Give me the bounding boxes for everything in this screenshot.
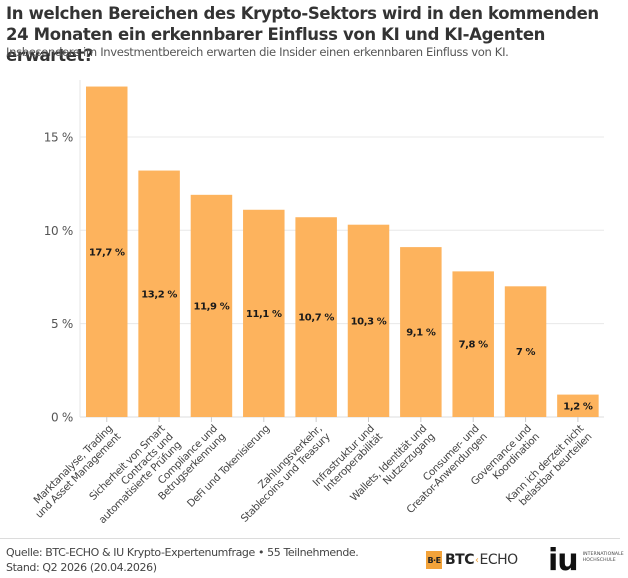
btc-arrow-icon: ‹ bbox=[475, 554, 479, 566]
y-tick-label: 5 % bbox=[51, 317, 73, 331]
y-tick-label: 15 % bbox=[44, 130, 73, 144]
bar bbox=[190, 194, 233, 417]
iu-logo-line1: INTERNATIONALE bbox=[582, 552, 624, 557]
data-label: 10,3 % bbox=[351, 316, 387, 327]
data-label: 11,9 % bbox=[194, 301, 230, 312]
echo-wordmark-thin: ECHO bbox=[479, 552, 519, 568]
y-tick-label: 10 % bbox=[44, 224, 73, 238]
axes: 0 % 5 % 10 % 15 % bbox=[44, 80, 579, 425]
chart-subtitle: Insbesondere im Investmentbereich erwart… bbox=[6, 45, 509, 59]
bar bbox=[243, 209, 285, 417]
btc-echo-wordmark: BTC ‹ ECHO bbox=[445, 552, 518, 568]
data-label: 11,1 % bbox=[246, 309, 282, 320]
data-label: 7 % bbox=[516, 347, 536, 358]
source-line: Quelle: BTC-ECHO & IU Krypto-Expertenumf… bbox=[6, 546, 359, 559]
data-label: 1,2 % bbox=[563, 401, 593, 412]
bar bbox=[295, 217, 337, 417]
iu-logo-line2: HOCHSCHULE bbox=[582, 558, 616, 563]
data-labels: 17,7 % 13,2 % 11,9 % 11,1 % 10,7 % 10,3 % 9,1 … bbox=[89, 247, 593, 412]
iu-logo-mark: iu bbox=[548, 543, 579, 578]
chart-title: In welchen Bereichen des Krypto-Sektors … bbox=[6, 4, 599, 65]
iu-logo: iu INTERNATIONALE HOCHSCHULE bbox=[548, 543, 624, 578]
data-label: 10,7 % bbox=[298, 313, 334, 324]
data-label: 7,8 % bbox=[459, 340, 489, 351]
btc-wordmark-bold: BTC bbox=[445, 552, 475, 568]
bars bbox=[86, 86, 599, 417]
btc-echo-logo: B·E BTC ‹ ECHO bbox=[426, 551, 518, 569]
btc-echo-logo-mark: B·E bbox=[426, 551, 442, 569]
bar bbox=[86, 86, 128, 417]
bar bbox=[400, 247, 442, 417]
bar bbox=[347, 224, 390, 417]
bar bbox=[138, 170, 180, 417]
data-label: 17,7 % bbox=[89, 247, 125, 258]
bar bbox=[452, 271, 494, 417]
bar-chart: 0 %5 %10 %15 % 17,7 %13,2 %11,9 %11,1 % 1… bbox=[31, 80, 604, 527]
data-label: 13,2 % bbox=[141, 289, 177, 300]
y-tick-label: 0 % bbox=[51, 411, 73, 425]
source-note: Quelle: BTC-ECHO & IU Krypto-Expertenumf… bbox=[6, 545, 359, 575]
bar bbox=[557, 394, 599, 417]
footer-separator bbox=[0, 538, 620, 539]
bar bbox=[504, 286, 547, 417]
iu-logo-text: INTERNATIONALE HOCHSCHULE bbox=[583, 552, 624, 564]
date-line: Stand: Q2 2026 (20.04.2026) bbox=[6, 561, 157, 574]
data-label: 9,1 % bbox=[406, 328, 436, 339]
